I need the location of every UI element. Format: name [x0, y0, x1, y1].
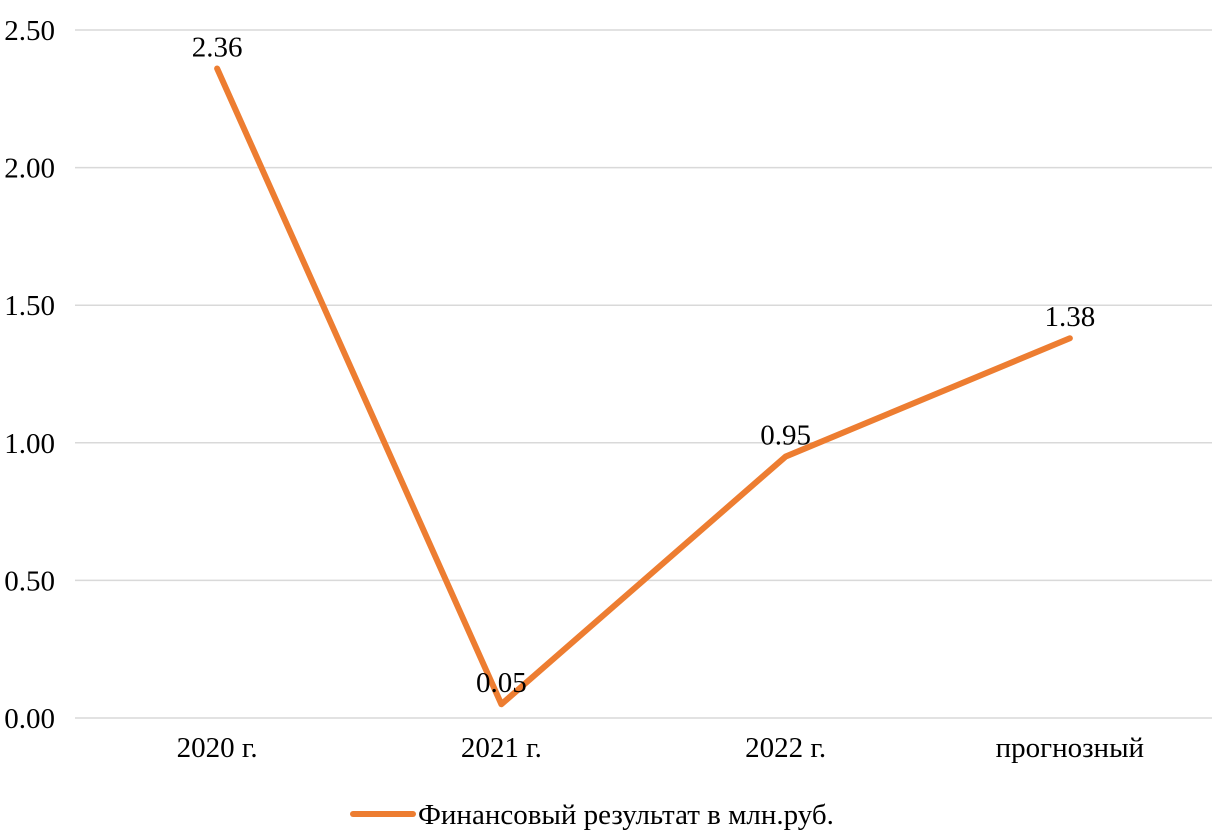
legend-label: Финансовый результат в млн.руб. — [418, 799, 834, 831]
y-tick-label: 2.00 — [4, 153, 55, 185]
y-axis-tick-labels: 0.00 0.50 1.00 1.50 2.00 2.50 — [4, 15, 55, 735]
data-label: 1.38 — [1045, 301, 1096, 333]
y-tick-label: 2.50 — [4, 15, 55, 47]
x-tick-label: 2020 г. — [177, 732, 258, 764]
data-label: 0.05 — [476, 667, 527, 699]
x-tick-label: 2021 г. — [461, 732, 542, 764]
y-tick-label: 1.50 — [4, 290, 55, 322]
x-axis-tick-labels: 2020 г. 2021 г. 2022 г. прогнозный — [177, 732, 1145, 764]
y-tick-label: 0.50 — [4, 565, 55, 597]
data-label: 0.95 — [760, 420, 811, 452]
legend: Финансовый результат в млн.руб. — [350, 799, 834, 831]
x-tick-label: 2022 г. — [745, 732, 826, 764]
y-tick-label: 1.00 — [4, 428, 55, 460]
y-tick-label: 0.00 — [4, 703, 55, 735]
series-layer — [214, 65, 1073, 708]
data-label: 2.36 — [192, 32, 243, 64]
x-tick-label: прогнозный — [996, 732, 1144, 764]
series-line — [214, 65, 1073, 708]
data-labels: 2.36 0.05 0.95 1.38 — [192, 32, 1096, 700]
